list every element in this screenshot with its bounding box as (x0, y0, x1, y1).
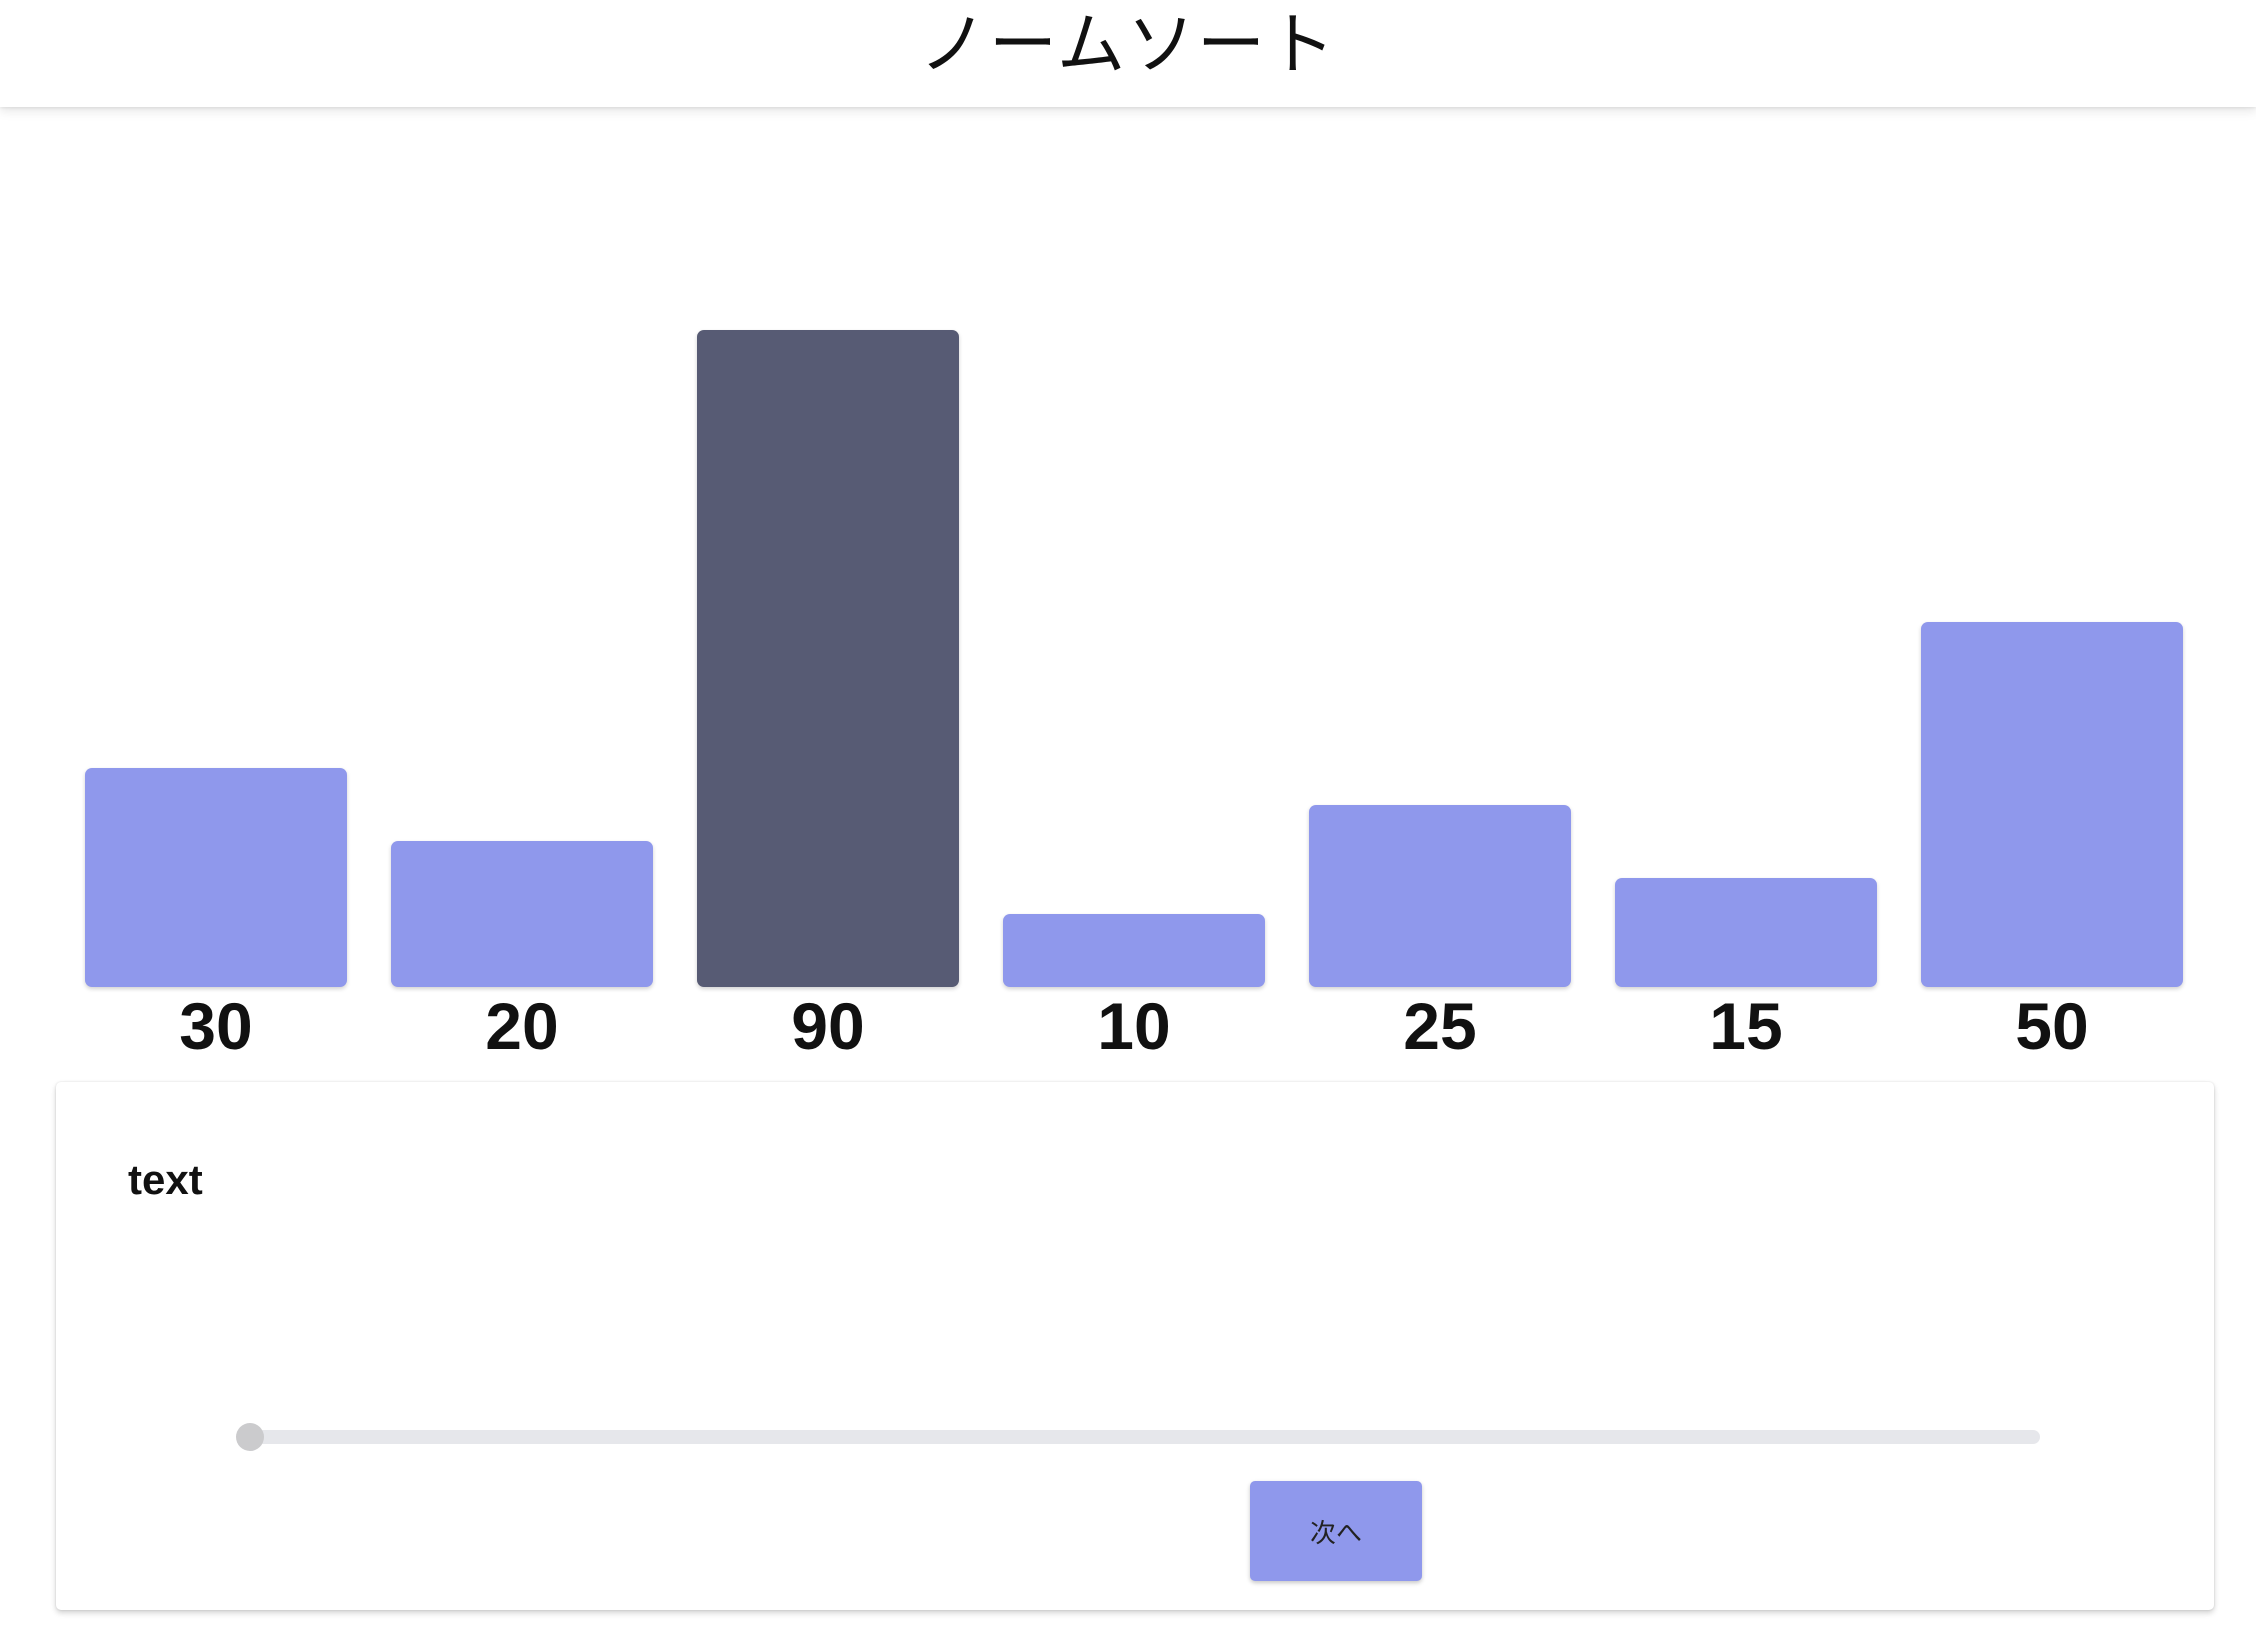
bar-value-label: 25 (1403, 989, 1477, 1063)
bar-value-label: 10 (1097, 989, 1171, 1063)
bar-4 (1309, 804, 1571, 987)
bar-3 (1003, 914, 1265, 987)
bar-1 (391, 841, 653, 987)
bar-chart: 30 20 90 10 25 15 50 (0, 107, 2256, 1067)
bar-value-label: 15 (1709, 989, 1783, 1063)
bar-value-label: 50 (2015, 989, 2089, 1063)
bar-0 (85, 768, 347, 987)
step-description: text (128, 1156, 203, 1203)
bar-value-label: 30 (179, 989, 253, 1063)
bar-6 (1921, 622, 2183, 987)
bar-5 (1615, 877, 1877, 987)
next-button[interactable]: 次へ (1250, 1481, 1422, 1581)
page-title: ノームソート (919, 6, 1337, 85)
bar-value-label: 20 (485, 989, 559, 1063)
step-slider-track[interactable] (250, 1430, 2040, 1444)
bar-2 (697, 330, 959, 987)
app-bar: ノームソート (0, 0, 2256, 107)
bar-value-label: 90 (791, 989, 865, 1063)
control-panel: text 次へ (56, 1082, 2214, 1610)
step-slider-thumb[interactable] (236, 1423, 264, 1451)
